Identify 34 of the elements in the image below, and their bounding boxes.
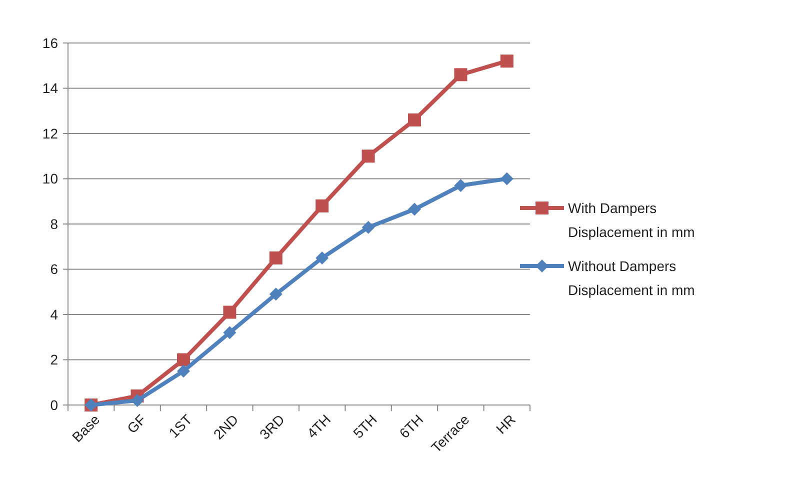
y-tick-label: 14: [42, 80, 58, 96]
x-tick-label: HR: [492, 411, 518, 437]
point: [454, 179, 468, 192]
legend-label: Without Dampers Displacement in mm: [568, 258, 695, 298]
y-tick-label: 2: [50, 352, 58, 368]
point: [223, 306, 236, 319]
point: [223, 326, 236, 340]
x-tick-label: 4TH: [304, 411, 334, 442]
point: [316, 251, 329, 264]
x-tick-label: GF: [124, 411, 149, 436]
point: [362, 150, 375, 163]
y-tick-label: 16: [42, 34, 58, 51]
legend-label: With Dampers Displacement in mm: [568, 200, 695, 240]
point: [177, 353, 190, 366]
y-tick-label: 4: [50, 306, 58, 322]
point: [500, 172, 514, 186]
point: [269, 251, 282, 264]
x-tick-label: 6TH: [396, 411, 426, 442]
point: [269, 288, 282, 301]
point: [408, 113, 421, 126]
point: [362, 220, 375, 234]
y-tick-label: 0: [50, 396, 58, 413]
x-tick-label: 3RD: [256, 411, 288, 442]
x-tick-label: 5TH: [350, 411, 380, 442]
y-tick-label: 8: [50, 216, 58, 232]
point: [408, 202, 421, 216]
y-tick-label: 6: [50, 261, 58, 278]
y-tick-label: 10: [42, 170, 58, 187]
point: [177, 364, 190, 378]
y-tick-label: 12: [42, 125, 58, 142]
point: [130, 394, 144, 407]
point: [454, 68, 468, 82]
point: [500, 54, 514, 68]
point: [316, 199, 329, 212]
